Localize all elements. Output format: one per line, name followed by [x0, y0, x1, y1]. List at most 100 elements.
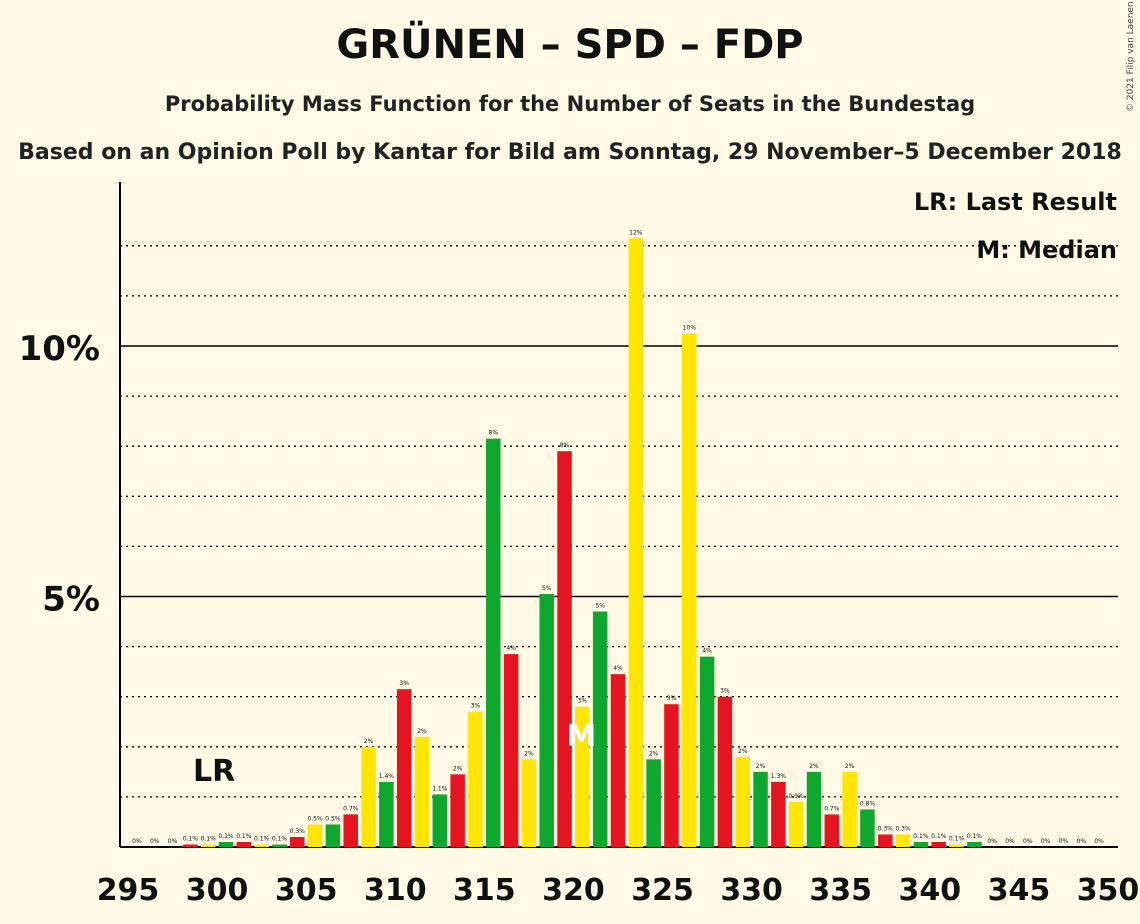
bar-value-label: 0%	[1077, 838, 1087, 845]
x-tick-label: 305	[275, 873, 338, 908]
bar-333	[788, 801, 804, 847]
bar-308	[343, 814, 358, 847]
bar-value-label: 0.9%	[789, 793, 805, 800]
bar-314	[450, 774, 465, 847]
bar-341	[931, 841, 946, 847]
bar-value-label: 3%	[578, 698, 588, 705]
bar-335	[824, 814, 840, 847]
bar-332	[771, 781, 786, 847]
bar-321	[575, 706, 590, 847]
bar-value-label: 5%	[595, 603, 605, 610]
bar-303	[254, 844, 269, 847]
bar-value-label: 0.1%	[218, 833, 234, 840]
bar-336	[842, 771, 857, 847]
bar-value-label: 3%	[399, 680, 409, 687]
bar-331	[753, 771, 768, 847]
bar-value-label: 0.3%	[878, 825, 894, 832]
bar-value-label: 0%	[1094, 838, 1104, 845]
bar-value-label: 4%	[702, 648, 712, 655]
chart-subtitle: Probability Mass Function for the Number…	[164, 92, 976, 116]
legend-last-result: LR: Last Result	[914, 188, 1117, 216]
bar-309	[361, 746, 376, 847]
bar-337	[860, 809, 875, 847]
x-tick-label: 340	[899, 873, 962, 908]
bar-322	[592, 611, 608, 847]
bar-value-label: 5%	[542, 585, 552, 592]
bar-value-label: 0%	[1059, 838, 1069, 845]
bar-326	[664, 704, 679, 847]
bar-value-label: 0.7%	[343, 805, 359, 812]
x-tick-label: 335	[809, 873, 872, 908]
bar-value-label: 1.3%	[771, 773, 787, 780]
bar-317	[503, 654, 519, 847]
bar-330	[735, 756, 750, 847]
bar-342	[949, 844, 964, 847]
bar-value-label: 2%	[649, 750, 659, 757]
bar-299	[183, 844, 198, 847]
bar-value-label: 3%	[471, 703, 481, 710]
bar-339	[895, 834, 911, 847]
bar-value-label: 3%	[720, 688, 730, 695]
bar-302	[236, 841, 252, 847]
bar-value-label: 0.1%	[201, 835, 217, 842]
bar-value-label: 2%	[453, 765, 463, 772]
bar-value-label: 0.1%	[183, 835, 199, 842]
bar-value-label: 3%	[667, 695, 677, 702]
bar-value-label: 0.1%	[236, 833, 252, 840]
bar-value-label: 4%	[506, 645, 516, 652]
legend-median: M: Median	[976, 236, 1117, 264]
x-tick-label: 300	[186, 873, 249, 908]
bar-316	[486, 438, 501, 847]
bar-value-label: 2%	[417, 728, 427, 735]
bar-value-label: 0.1%	[949, 835, 965, 842]
x-tick-label: 295	[97, 873, 160, 908]
y-tick-label: 5%	[42, 580, 100, 620]
x-tick-label: 315	[453, 873, 516, 908]
bar-value-label: 0%	[168, 838, 178, 845]
bar-338	[878, 834, 893, 847]
bar-value-label: 2%	[756, 763, 766, 770]
bar-value-label: 0.8%	[860, 800, 876, 807]
bar-value-label: 2%	[524, 750, 534, 757]
bar-value-label: 0.5%	[325, 815, 341, 822]
x-tick-label: 330	[720, 873, 783, 908]
bar-310	[379, 781, 394, 847]
bar-value-label: 2%	[845, 763, 855, 770]
bar-value-label: 0.1%	[272, 835, 288, 842]
bar-value-label: 2%	[364, 738, 374, 745]
bar-value-label: 0%	[1041, 838, 1051, 845]
bar-value-label: 0%	[987, 838, 997, 845]
x-tick-label: 310	[364, 873, 427, 908]
median-marker: M	[566, 719, 596, 754]
bar-324	[628, 238, 644, 847]
bar-value-label: 0%	[132, 838, 142, 845]
bar-327	[682, 333, 697, 848]
bar-value-label: 4%	[613, 665, 623, 672]
bar-value-label: 2%	[738, 748, 748, 755]
x-tick-label: 325	[631, 873, 694, 908]
bar-value-label: 0%	[1005, 838, 1015, 845]
bar-318	[521, 759, 537, 847]
chart-title: GRÜNEN – SPD – FDP	[336, 22, 804, 68]
bar-307	[325, 824, 341, 847]
chart-source-line: Based on an Opinion Poll by Kantar for B…	[18, 140, 1122, 165]
bar-value-label: 0.3%	[895, 825, 911, 832]
bar-340	[913, 841, 929, 847]
bar-value-label: 0%	[1023, 838, 1033, 845]
bar-328	[699, 656, 715, 847]
bar-value-label: 0.1%	[254, 835, 270, 842]
bar-value-label: 1.4%	[379, 773, 395, 780]
bar-311	[396, 689, 412, 847]
bar-306	[307, 824, 323, 847]
bar-value-label: 0.1%	[967, 833, 983, 840]
bar-301	[218, 841, 234, 847]
bar-value-label: 12%	[629, 229, 643, 236]
bar-319	[539, 593, 554, 847]
bar-value-label: 0%	[150, 838, 160, 845]
bar-320	[557, 451, 572, 847]
bar-323	[610, 674, 626, 847]
bar-value-label: 10%	[683, 324, 697, 331]
last-result-marker: LR	[193, 754, 235, 789]
bar-value-label: 0.1%	[931, 833, 947, 840]
